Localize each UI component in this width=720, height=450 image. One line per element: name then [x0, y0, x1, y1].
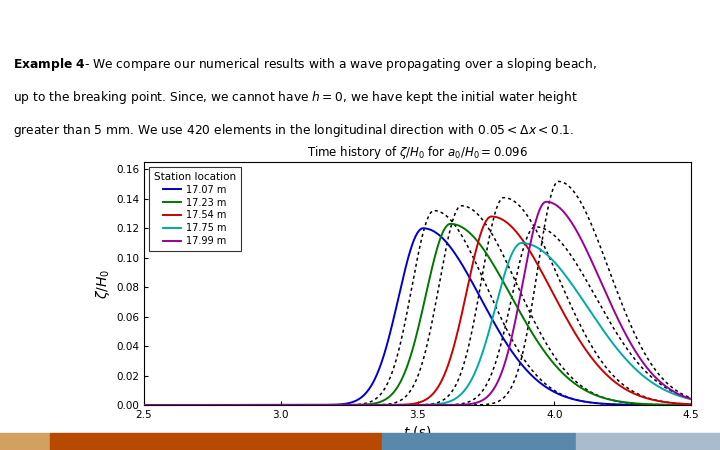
Text: up to the breaking point. Since, we cannot have $h = 0$, we have kept the initia: up to the breaking point. Since, we cann…: [13, 89, 578, 106]
Bar: [50, 433, 151, 450]
Legend: 17.07 m, 17.23 m, 17.54 m, 17.75 m, 17.99 m: 17.07 m, 17.23 m, 17.54 m, 17.75 m, 17.9…: [149, 167, 240, 251]
Y-axis label: $\zeta / H_0$: $\zeta / H_0$: [94, 268, 112, 299]
Bar: [0, 433, 50, 450]
Title: Time history of $\zeta/H_0$ for $a_0/H_0 = 0.096$: Time history of $\zeta/H_0$ for $a_0/H_0…: [307, 144, 528, 162]
Text: Green-Naghdi Equation: Numerical results: Green-Naghdi Equation: Numerical results: [9, 14, 405, 33]
Text: greater than 5 mm. We use 420 elements in the longitudinal direction with $0.05 : greater than 5 mm. We use 420 elements i…: [13, 122, 575, 139]
Bar: [151, 433, 382, 450]
Text: $\mathbf{Example\ 4}$- We compare our numerical results with a wave propagating : $\mathbf{Example\ 4}$- We compare our nu…: [13, 56, 597, 73]
Bar: [576, 433, 720, 450]
X-axis label: $t$ (s): $t$ (s): [403, 424, 432, 440]
Bar: [382, 433, 576, 450]
